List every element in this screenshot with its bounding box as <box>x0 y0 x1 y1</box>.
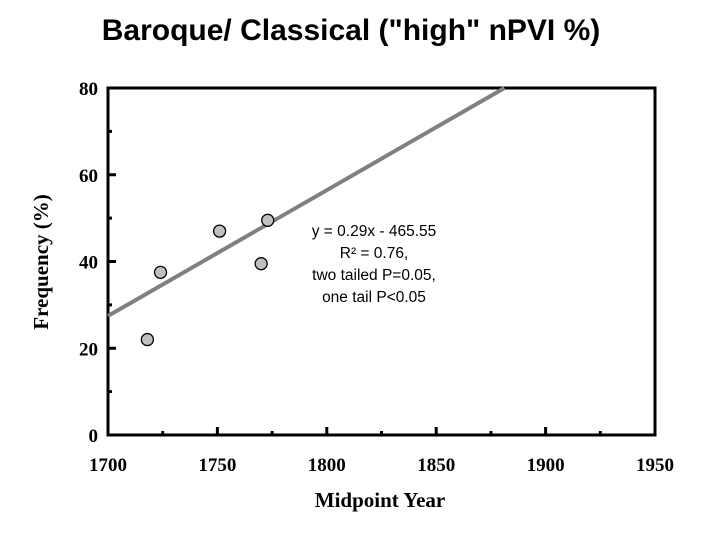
data-point <box>261 213 275 227</box>
data-point <box>153 265 168 279</box>
tick-labels: 0 20 40 60 80 1700 1750 1800 1850 1900 1950 <box>79 79 674 476</box>
y-tick-label: 80 <box>79 79 98 100</box>
x-axis-title: Midpoint Year <box>315 488 445 512</box>
trendline <box>107 86 506 318</box>
y-tick-label: 60 <box>79 166 98 187</box>
annotation-line: one tail P<0.05 <box>322 289 426 306</box>
x-tick-label: 1900 <box>527 455 565 476</box>
x-tick-label: 1800 <box>308 455 346 476</box>
chart-title: Baroque/ Classical ("high" nPVI %) <box>101 14 601 47</box>
y-tick-label: 20 <box>79 339 98 360</box>
y-tick-label: 40 <box>79 253 98 274</box>
annotation-line: two tailed P=0.05, <box>312 267 436 284</box>
x-tick-label: 1750 <box>198 455 236 476</box>
x-tick-label: 1950 <box>636 455 674 476</box>
regression-annotation: y = 0.29x - 465.55 R² = 0.76, two tailed P… <box>312 223 437 306</box>
y-axis-title: Frequency (%) <box>29 194 53 330</box>
data-point <box>140 332 155 347</box>
trendline-group <box>107 86 506 318</box>
x-tick-label: 1850 <box>417 455 455 476</box>
data-point <box>212 224 227 238</box>
axes <box>106 86 657 437</box>
annotation-line: y = 0.29x - 465.55 <box>312 223 437 240</box>
x-tick-label: 1700 <box>89 455 127 476</box>
data-points <box>140 213 275 347</box>
y-tick-label: 0 <box>89 426 99 447</box>
data-point <box>254 257 268 271</box>
annotation-line: R² = 0.76, <box>340 245 409 262</box>
